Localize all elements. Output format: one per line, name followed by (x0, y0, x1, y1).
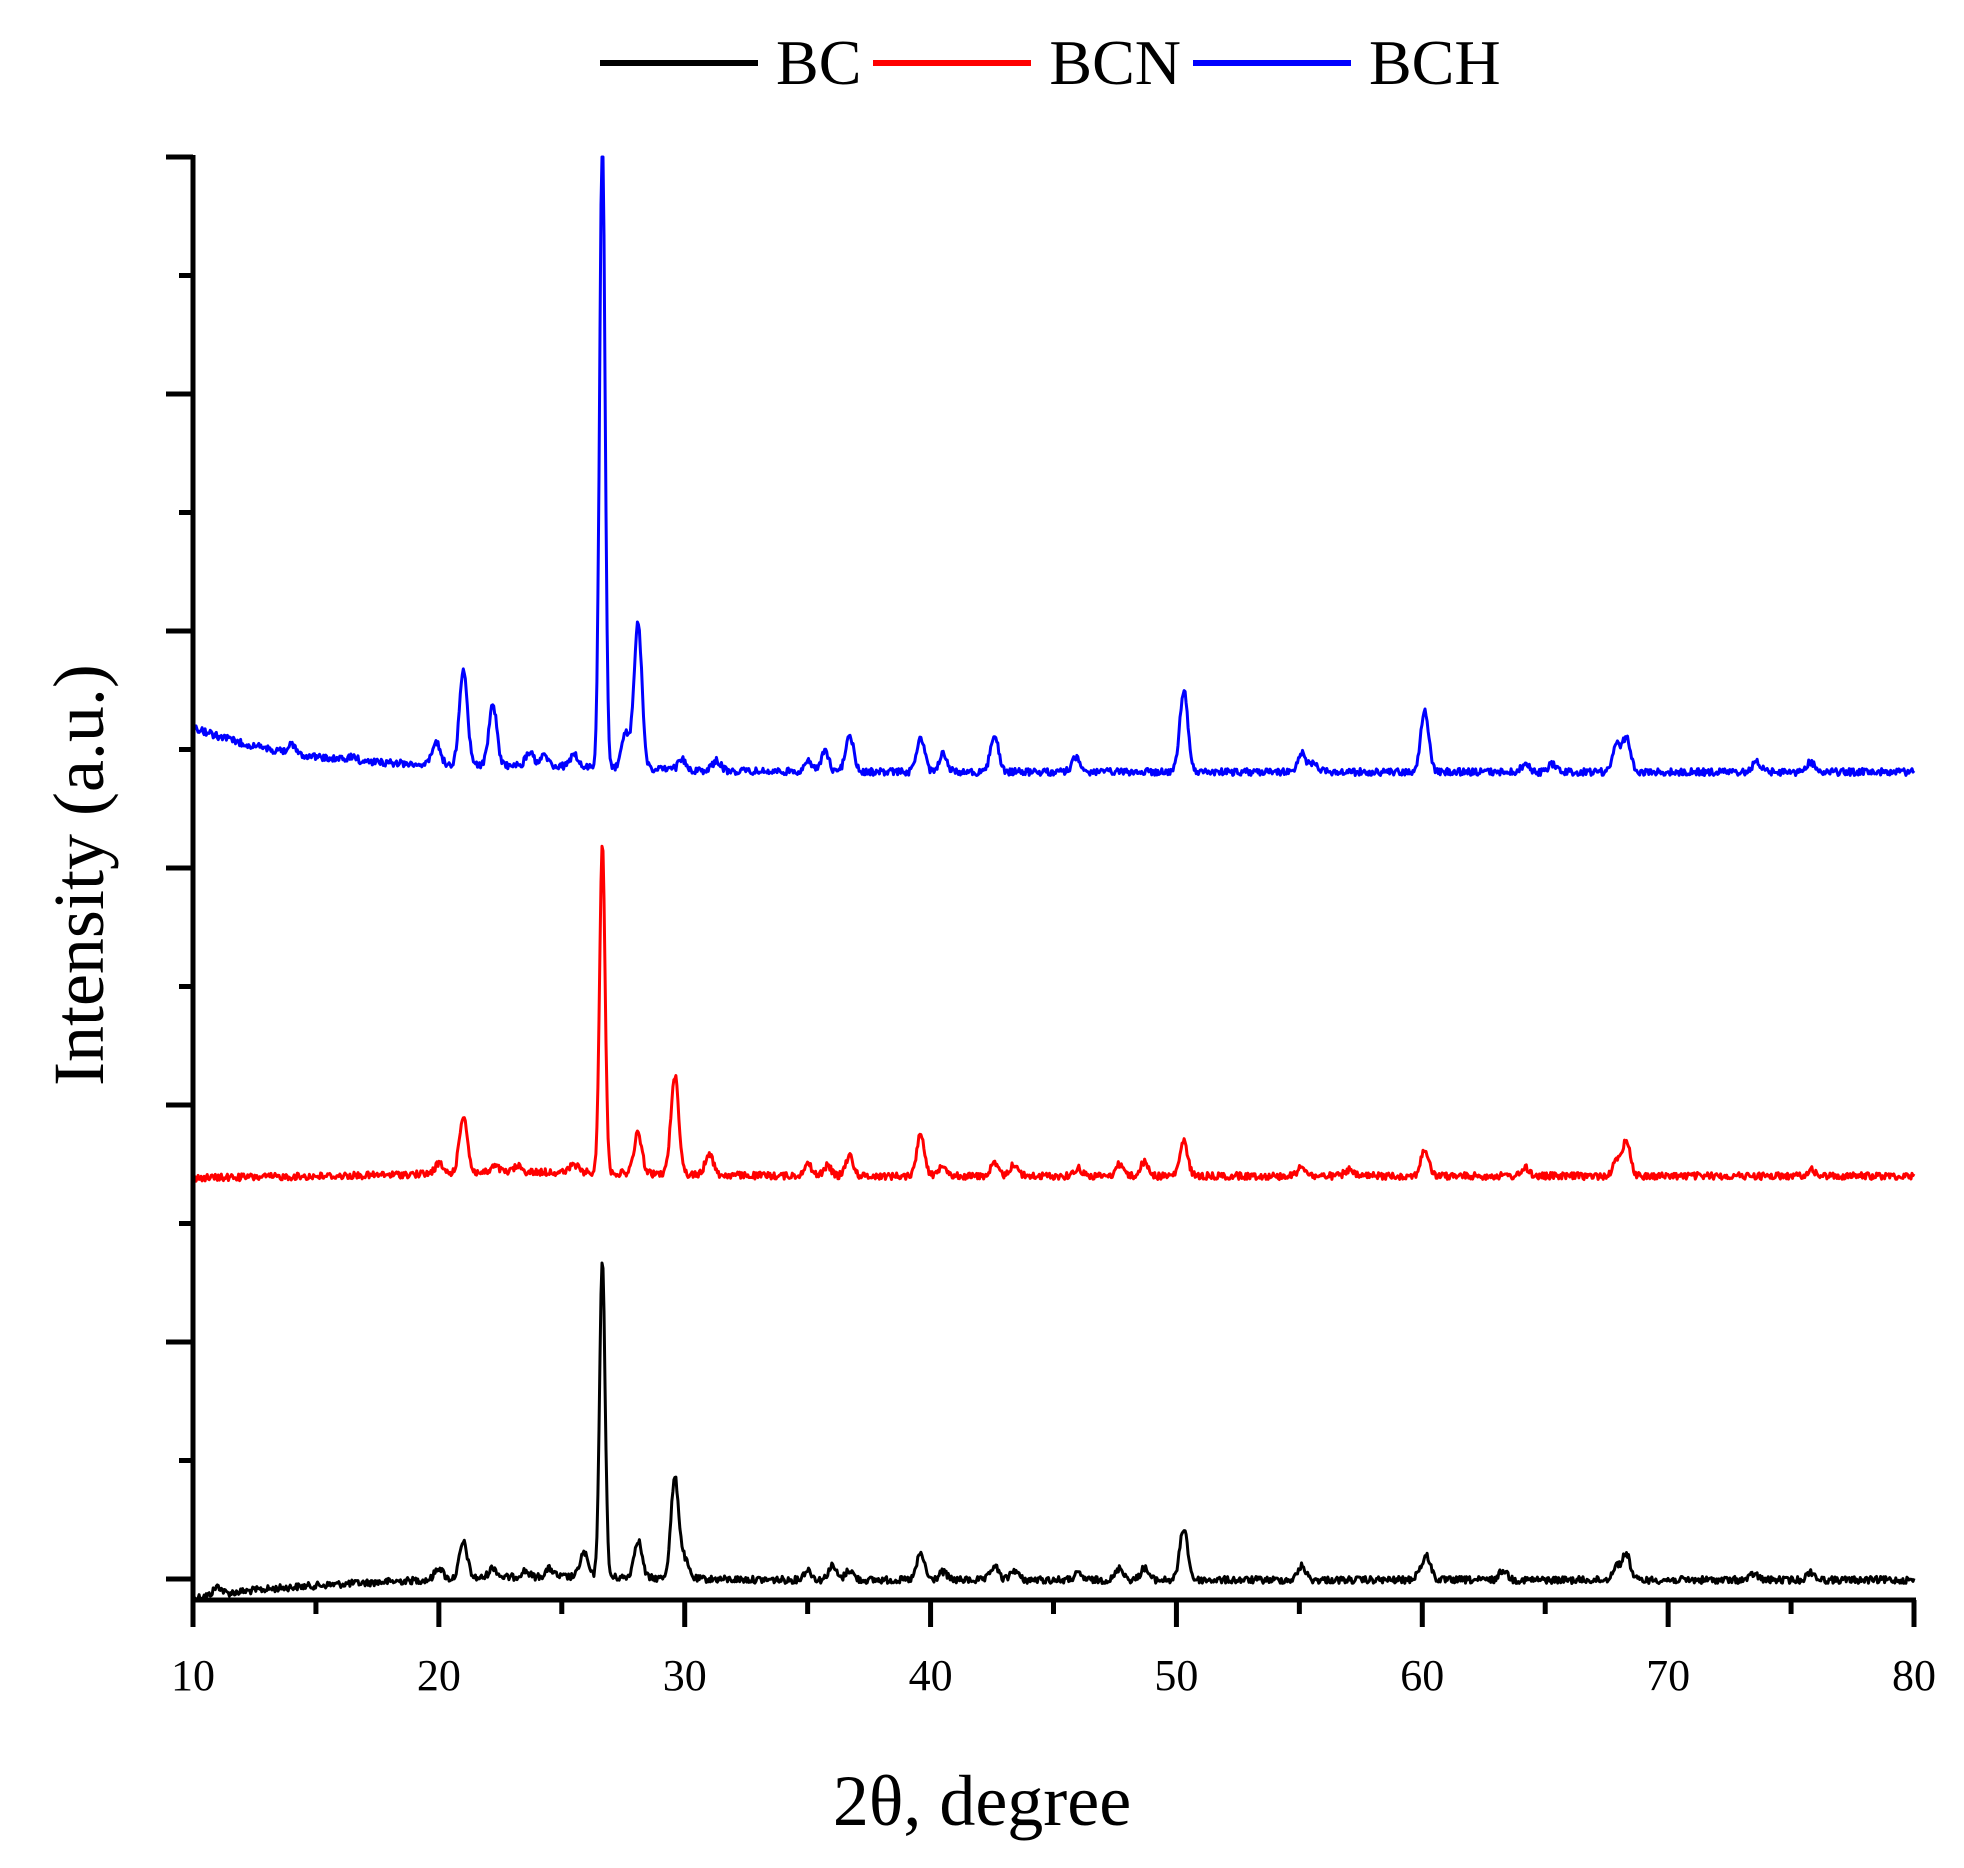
legend-line-bcn (873, 60, 1032, 66)
legend-item-bcn: BCN (873, 31, 1181, 95)
y-axis-label: Intensity (a.u.) (39, 664, 119, 1086)
legend-label-bch: BCH (1368, 27, 1501, 98)
axes (166, 154, 1917, 1627)
x-tick-label: 80 (1892, 1651, 1936, 1700)
legend: BC BCN BCH (600, 18, 1513, 108)
legend-item-bc: BC (600, 31, 861, 95)
legend-label-bc: BC (776, 27, 862, 98)
x-tick-label: 60 (1400, 1651, 1445, 1700)
series-line-bcn (191, 844, 1916, 1183)
x-tick-label: 30 (662, 1651, 707, 1700)
x-tick-label: 70 (1646, 1651, 1691, 1700)
series-line-bch (192, 155, 1916, 777)
legend-label-bcn: BCN (1049, 27, 1181, 98)
x-axis-label: 2θ, degree (832, 1761, 1132, 1841)
series-line-bc (191, 1261, 1916, 1603)
legend-item-bch: BCH (1192, 27, 1501, 98)
x-tick-label: 20 (416, 1651, 461, 1700)
series-traces (191, 155, 1916, 1603)
x-tick-label: 50 (1154, 1651, 1199, 1700)
legend-line-bch (1192, 60, 1351, 66)
x-tick-label: 40 (908, 1651, 953, 1700)
x-tick-label: 10 (171, 1651, 215, 1700)
legend-line-bc (600, 60, 758, 66)
